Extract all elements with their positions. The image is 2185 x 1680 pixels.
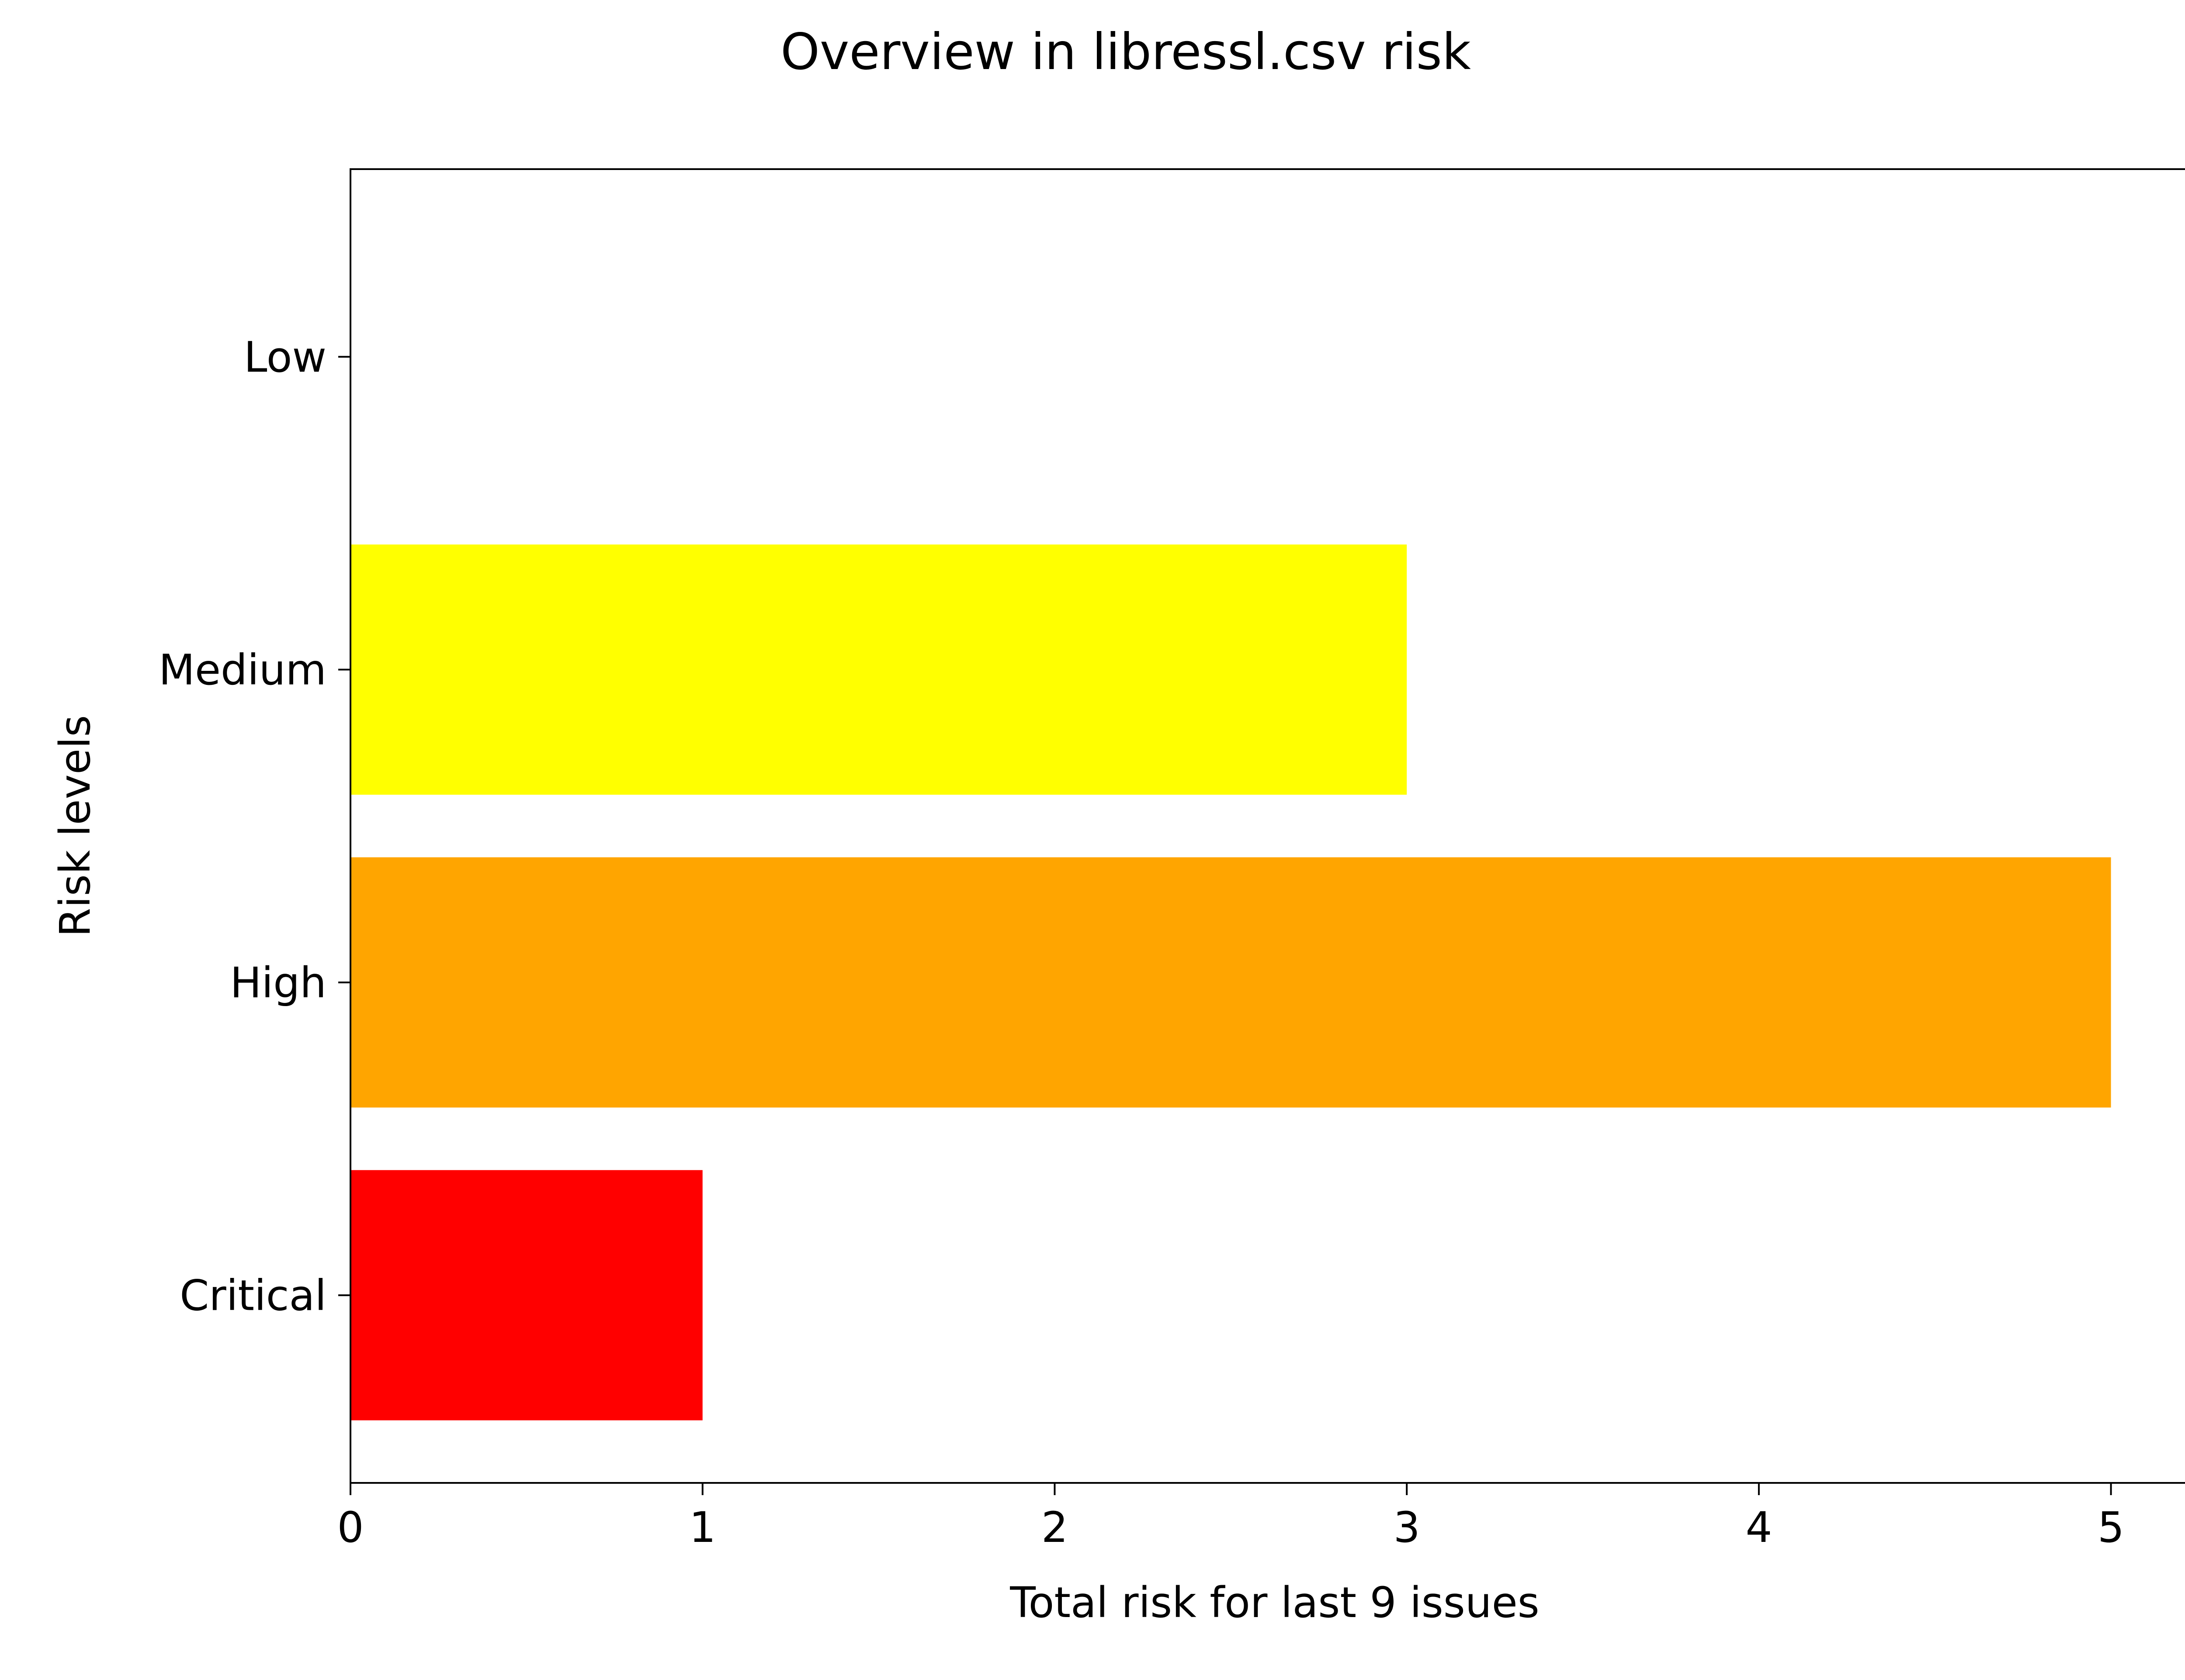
- y-axis-label: Risk levels: [51, 715, 100, 937]
- chart-title: Overview in libressl.csv risk: [780, 23, 1471, 81]
- y-tick-label-high: High: [230, 958, 326, 1007]
- x-tick-label: 3: [1394, 1503, 1420, 1552]
- bar-medium: [350, 544, 1407, 795]
- x-axis-label: Total risk for last 9 issues: [1009, 1578, 1539, 1627]
- x-tick-label: 5: [2098, 1503, 2124, 1552]
- x-axis: 0 1 2 3 4 5: [337, 1483, 2124, 1552]
- y-tick-label-low: Low: [244, 333, 326, 382]
- bars-layer: [350, 544, 2111, 1420]
- bar-high: [350, 857, 2111, 1108]
- x-tick-label: 1: [689, 1503, 716, 1552]
- y-tick-label-medium: Medium: [159, 646, 326, 694]
- y-tick-label-critical: Critical: [180, 1271, 326, 1320]
- bar-critical: [350, 1170, 703, 1420]
- x-tick-label: 2: [1041, 1503, 1068, 1552]
- plot-frame: [350, 168, 2185, 1484]
- x-tick-label: 0: [337, 1503, 364, 1552]
- y-axis: Critical High Medium Low: [159, 333, 350, 1320]
- x-tick-label: 4: [1745, 1503, 1772, 1552]
